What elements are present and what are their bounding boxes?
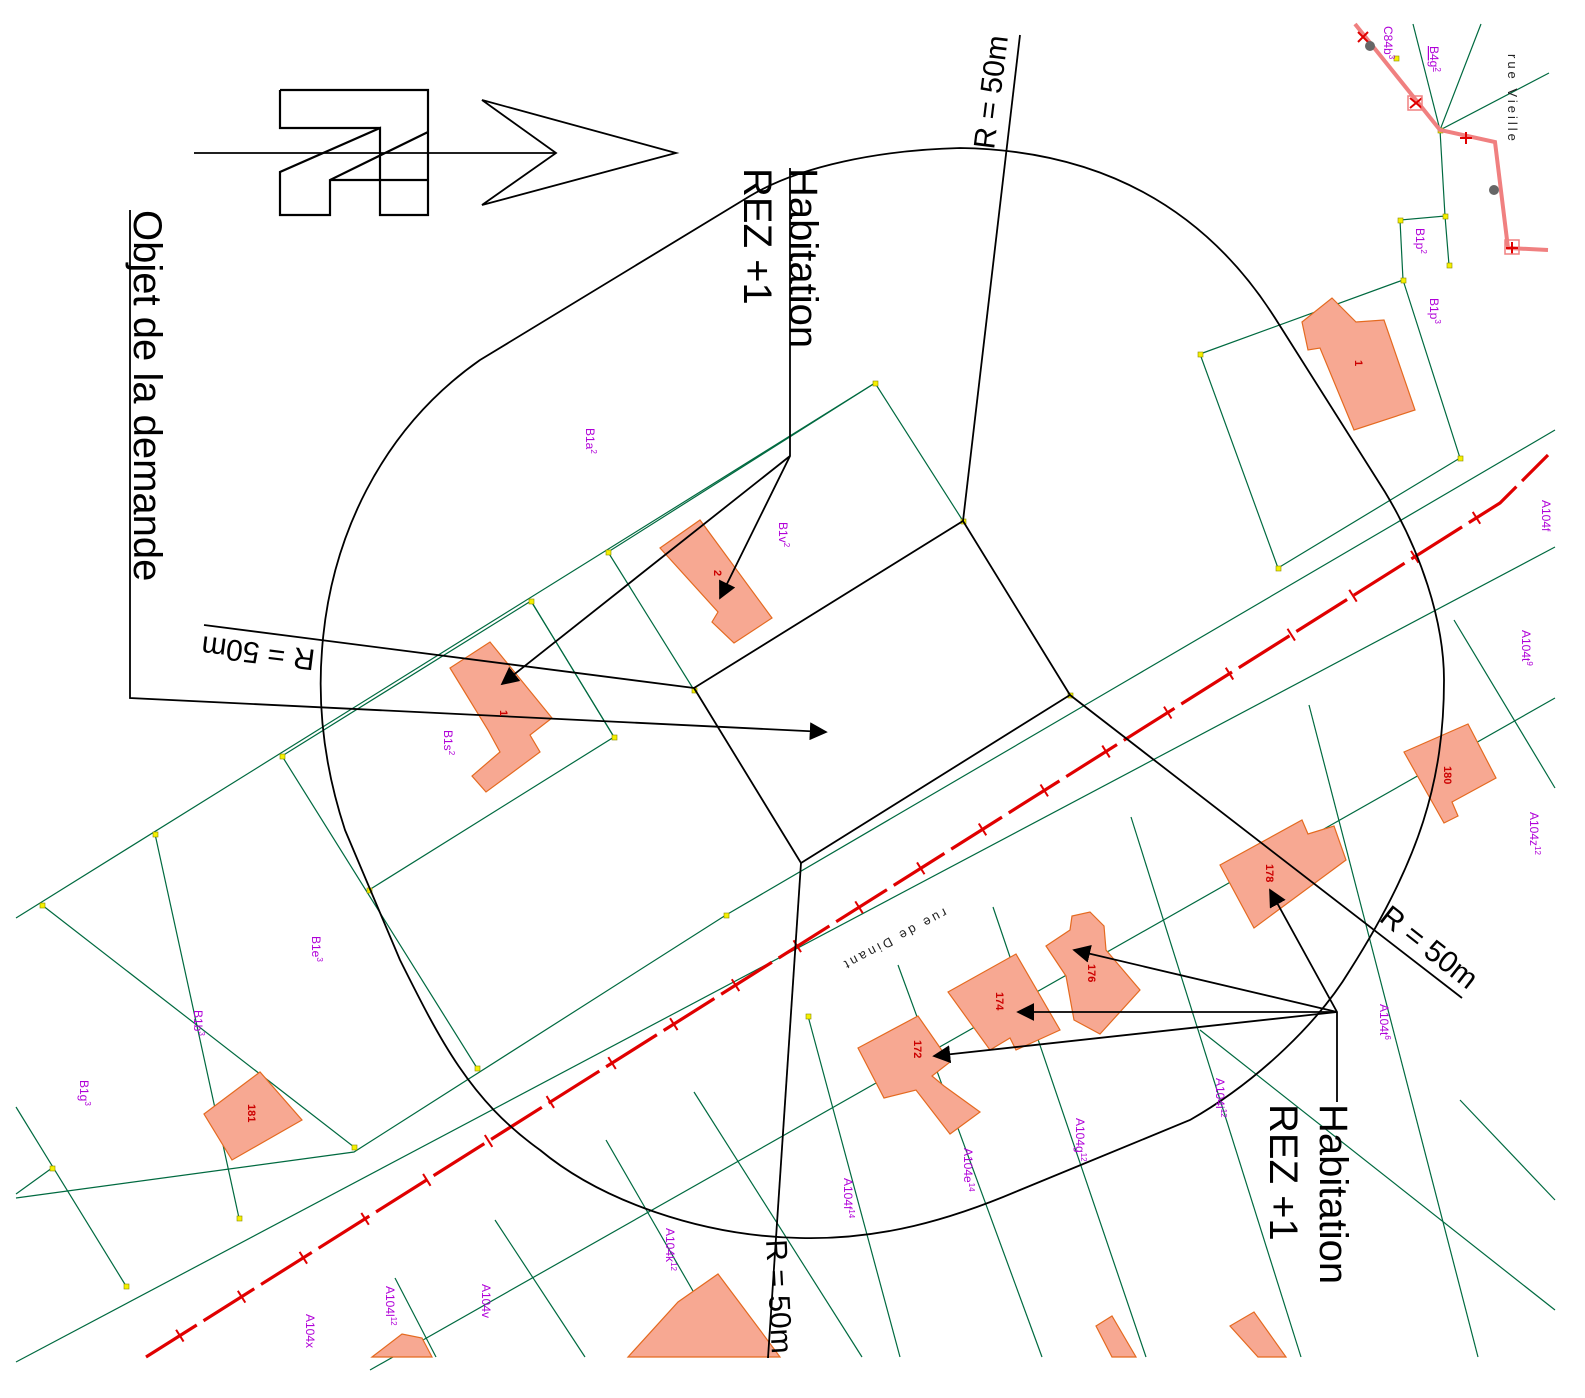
parcel-label: A104g12: [1073, 1118, 1088, 1162]
parcel-label: B1b3: [191, 1010, 206, 1036]
building-number: 172: [911, 1040, 923, 1058]
parcel-labels: B1a2 B1v2 B1s2 B1e3 B1b3 B1g3 B1p2 B1p3 …: [77, 26, 1553, 1348]
building-176[interactable]: [1045, 911, 1141, 1035]
road-axis-tick: [1039, 783, 1049, 797]
building-number: 1: [497, 710, 509, 716]
road-axis-tick: [1410, 550, 1420, 564]
buffer-50m: [319, 147, 1445, 1240]
street-label-dinant: rue de Dinant: [839, 905, 949, 973]
building-number: 176: [1085, 964, 1097, 982]
parcel-label: B1v2: [776, 522, 791, 548]
road-axis-tick: [854, 900, 864, 914]
building-number: 1: [1352, 360, 1364, 366]
parcel-label: A104f: [1539, 500, 1553, 532]
building-partial-1: [626, 1273, 782, 1358]
parcel-label: A104t6: [1377, 1004, 1392, 1040]
building-number: 178: [1263, 864, 1275, 882]
radius-label-right: R = 50m: [1374, 900, 1484, 996]
annotation-leaders: [129, 168, 1338, 1102]
north-arrow-icon: [194, 88, 680, 217]
objet-label: Objet de la demande: [125, 210, 169, 581]
parcel-label: B1g3: [77, 1080, 92, 1106]
building-partial-3: [1095, 1315, 1138, 1358]
building-181[interactable]: [203, 1071, 303, 1161]
habitation-top-label: Habitation: [781, 168, 825, 348]
road-axis-tick: [1101, 745, 1111, 758]
road-axis-tick: [1224, 667, 1235, 681]
road-axis-dinant: [145, 453, 1550, 1359]
parcel-label: B1e3: [309, 936, 324, 962]
road-axis-tick: [1163, 706, 1173, 720]
road-axis-tick: [916, 861, 926, 875]
building-partial-2: [370, 1333, 433, 1358]
road-axis-tick: [175, 1329, 185, 1343]
parcel-label: A104x: [303, 1314, 317, 1348]
road-axis-tick: [607, 1056, 617, 1070]
road-axis-tick: [236, 1290, 247, 1304]
building-180[interactable]: [1403, 723, 1497, 824]
road-axis-tick: [669, 1017, 679, 1031]
road-axis-tick: [422, 1173, 432, 1187]
radius-lines: [203, 34, 1463, 1359]
parcel-label: A104z12: [1527, 812, 1542, 855]
parcel-label: B1a2: [583, 428, 598, 454]
parcel-label: A104l12: [383, 1286, 398, 1326]
road-axis-tick: [977, 822, 988, 836]
parcel-label: A104t9: [1519, 630, 1534, 666]
road-axis-tick: [730, 978, 741, 992]
radius-label-left: R = 50m: [199, 629, 316, 676]
parcel-boundaries: [15, 23, 1556, 1371]
building-partial-4: [1229, 1311, 1288, 1358]
parcel-label: B1p2: [1413, 228, 1428, 254]
building-number: 174: [993, 992, 1005, 1011]
parcel-label: B1p3: [1427, 298, 1442, 324]
parcel-label: A104e14: [961, 1148, 976, 1192]
building-172[interactable]: [857, 1015, 982, 1135]
road-axis-tick: [792, 939, 802, 953]
building-number: 180: [1441, 766, 1453, 784]
parcel-label: A104k12: [663, 1228, 678, 1271]
plot-objet: [692, 519, 1072, 865]
radius-label-bottom: R = 50m: [759, 1239, 798, 1355]
street-label-vieille: rue Vieille: [1505, 54, 1520, 144]
rez-top-label: REZ +1: [735, 168, 779, 305]
road-axis-tick: [545, 1095, 555, 1109]
parcel-label: C84b3: [1381, 26, 1396, 60]
road-axis-tick: [1471, 511, 1482, 525]
parcel-label: A104v: [479, 1284, 493, 1318]
building-number: 2: [711, 570, 723, 576]
road-axis-tick: [1286, 628, 1296, 642]
road-axis-tick: [360, 1212, 370, 1226]
building-numbers: 1 2 1 180 178 176 174 172 181: [245, 360, 1453, 1122]
buildings: [203, 297, 1497, 1358]
road-axis-vieille: [1353, 22, 1549, 255]
building-178[interactable]: [1219, 819, 1347, 929]
road-axis-tick: [483, 1134, 494, 1148]
building-1-top[interactable]: [1301, 297, 1416, 431]
road-axis-tick: [298, 1251, 308, 1265]
parcel-label: B1s2: [441, 730, 456, 756]
parcel-label: A104i12: [1213, 1078, 1228, 1118]
rez-bottom-label: REZ +1: [1261, 1104, 1305, 1241]
parcel-label: A104f14: [841, 1178, 856, 1219]
building-2[interactable]: [659, 519, 773, 644]
parcel-label: B4g2: [1427, 46, 1442, 72]
road-axis-tick: [1348, 589, 1358, 603]
building-number: 181: [245, 1104, 257, 1122]
habitation-bottom-label: Habitation: [1311, 1104, 1355, 1284]
